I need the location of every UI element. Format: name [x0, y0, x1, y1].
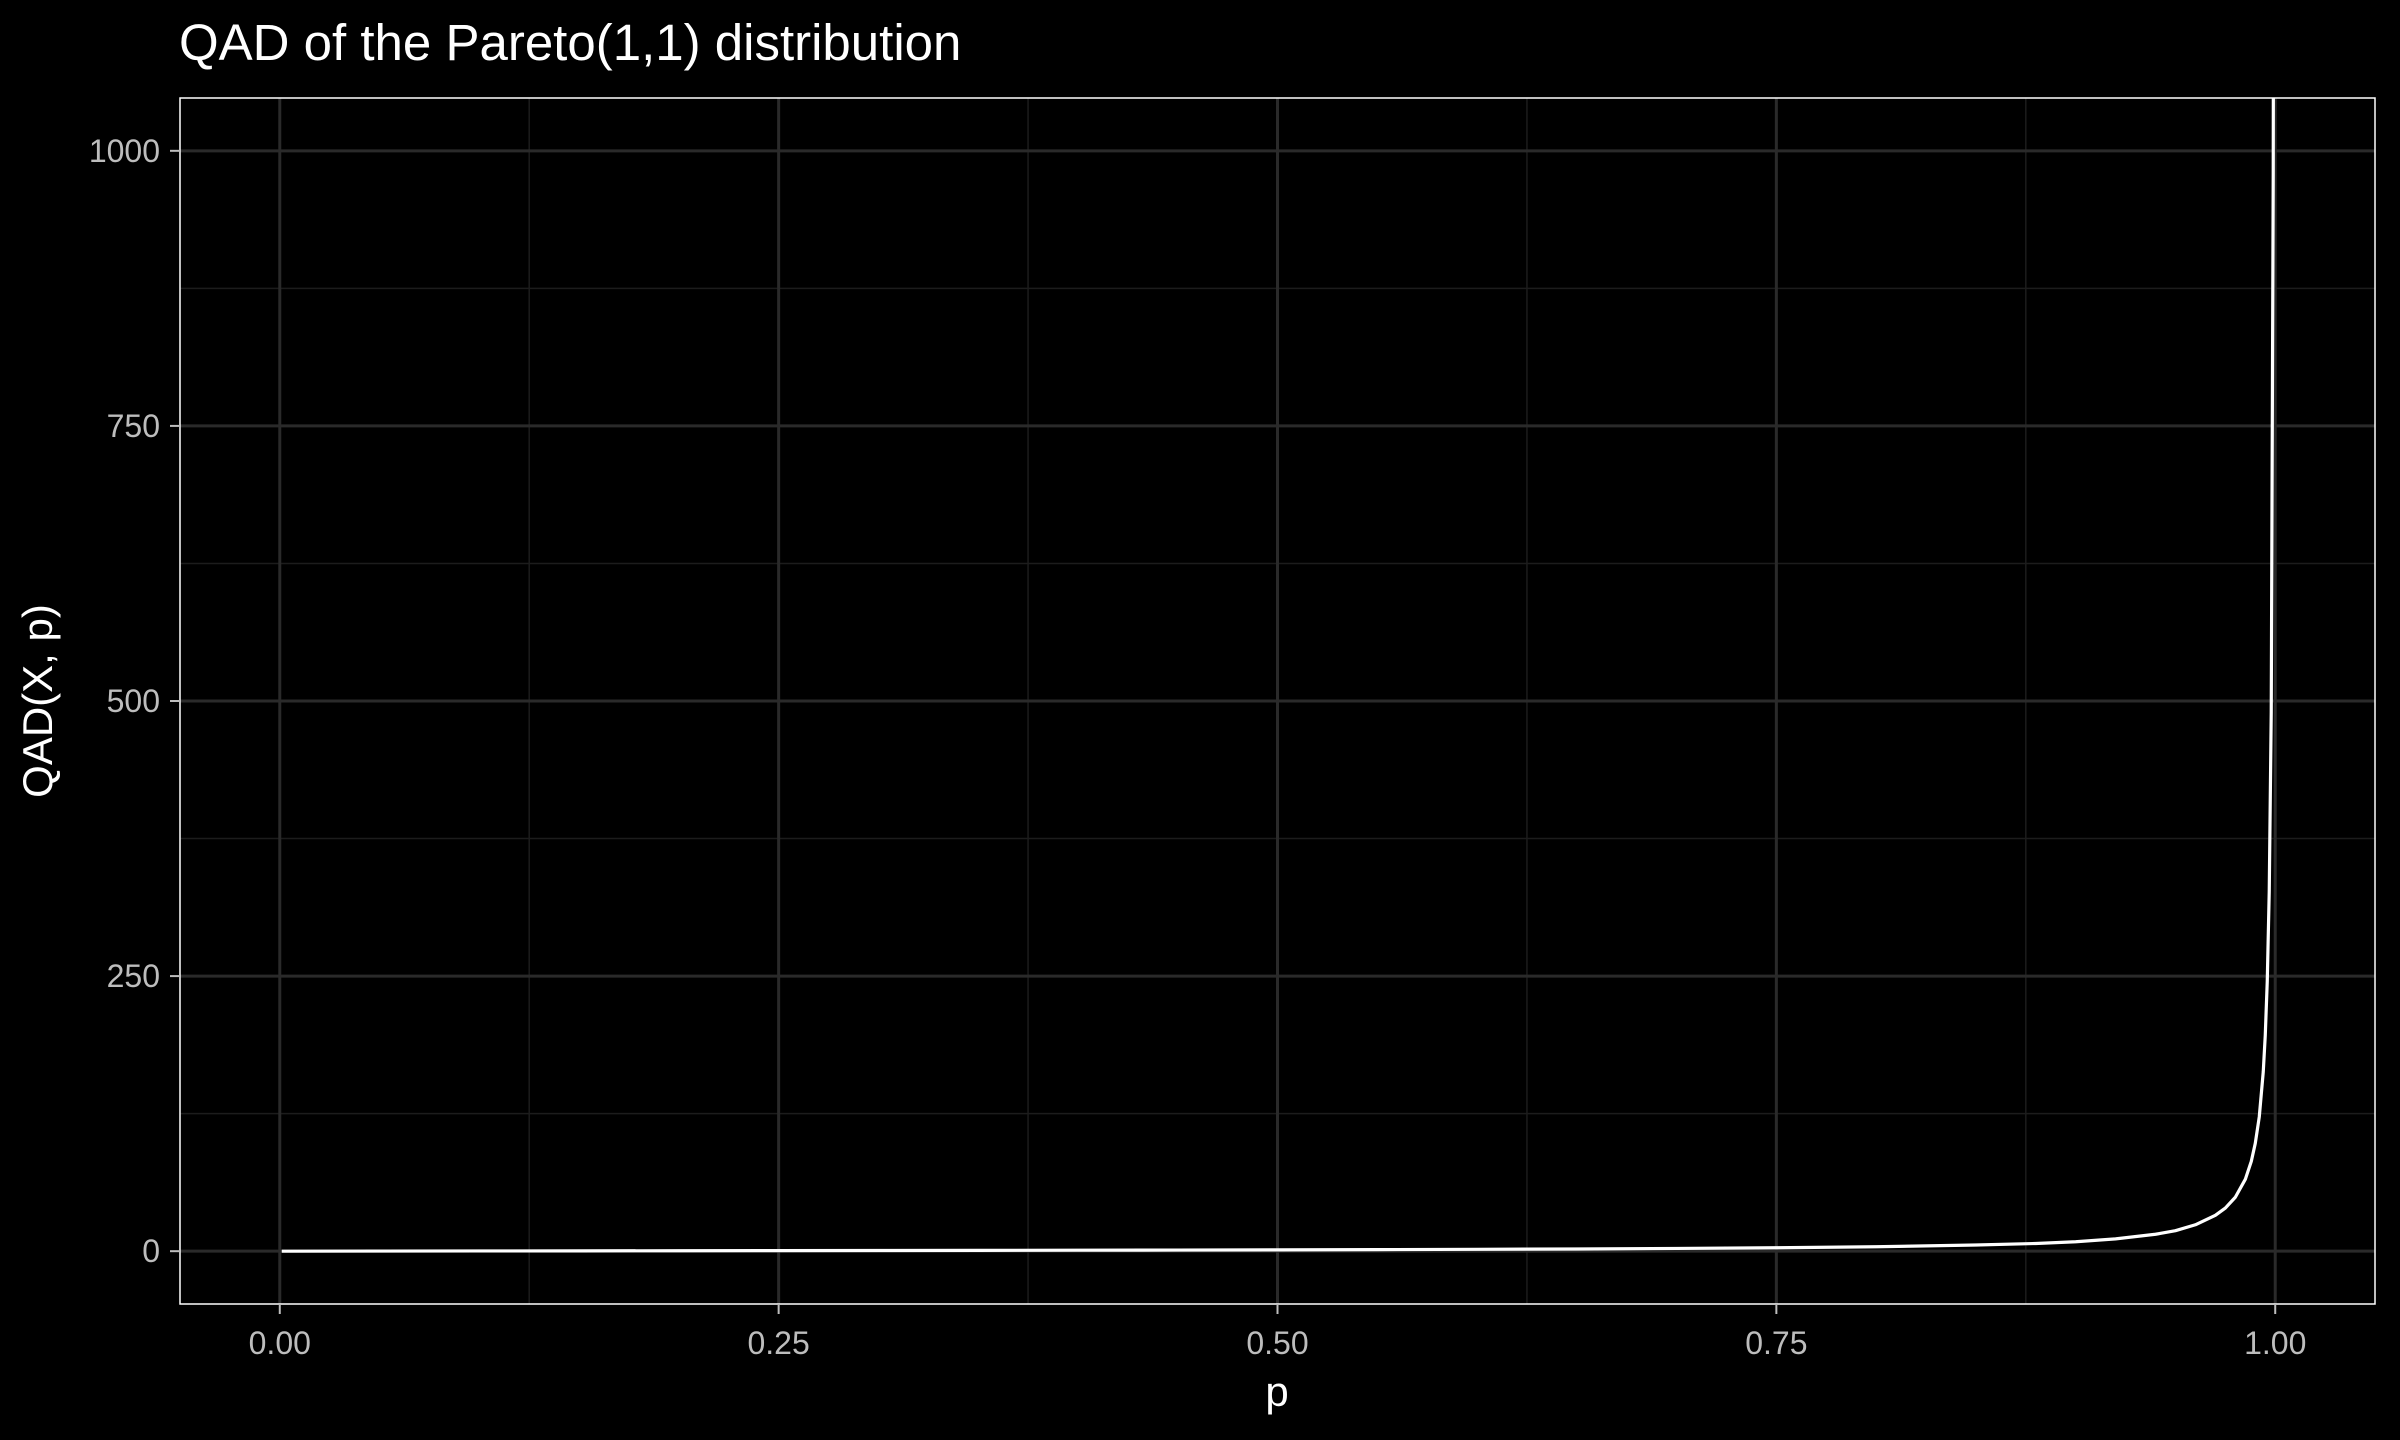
- y-tick-label: 0: [142, 1233, 160, 1269]
- y-tick-label: 250: [107, 958, 160, 994]
- series-line: [281, 97, 2275, 1253]
- chart-title: QAD of the Pareto(1,1) distribution: [179, 14, 961, 71]
- x-tick-label: 1.00: [2244, 1325, 2306, 1361]
- x-tick-label: 0.25: [747, 1325, 809, 1361]
- y-axis: 0 250 500 750 1000: [89, 133, 180, 1269]
- grid-major: [180, 98, 2375, 1304]
- y-tick-label: 750: [107, 408, 160, 444]
- x-tick-label: 0.75: [1745, 1325, 1807, 1361]
- x-axis-label: p: [1265, 1368, 1288, 1415]
- y-tick-label: 1000: [89, 133, 160, 169]
- y-tick-label: 500: [107, 683, 160, 719]
- x-tick-label: 0.00: [249, 1325, 311, 1361]
- x-axis: 0.00 0.25 0.50 0.75 1.00: [249, 1304, 2306, 1361]
- x-tick-label: 0.50: [1246, 1325, 1308, 1361]
- y-axis-label: QAD(X, p): [14, 604, 61, 798]
